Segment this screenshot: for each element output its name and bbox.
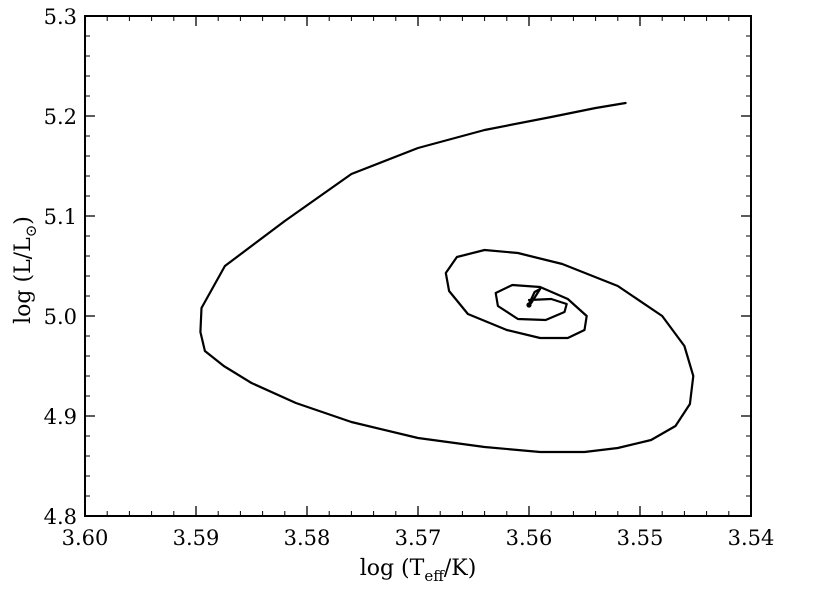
x-axis-ticks xyxy=(84,16,752,516)
x-tick-label: 3.54 xyxy=(728,526,775,550)
x-axis-label-prefix: log (T xyxy=(360,556,425,581)
y-axis-label: log (L/L⊙) xyxy=(11,216,40,324)
y-tick-label: 5.3 xyxy=(44,5,77,29)
y-axis-label-suffix: ) xyxy=(11,216,36,225)
x-axis-tick-labels: 3.60 3.59 3.58 3.57 3.56 3.55 3.54 xyxy=(62,526,775,550)
evolutionary-track-line xyxy=(199,101,695,454)
y-tick-label: 5.1 xyxy=(44,205,77,229)
y-tick-label: 4.9 xyxy=(44,405,77,429)
x-tick-label: 3.60 xyxy=(62,526,109,550)
y-axis-ticks xyxy=(85,15,751,517)
y-tick-label: 5.2 xyxy=(44,105,77,129)
x-tick-label: 3.55 xyxy=(617,526,664,550)
y-axis-label-prefix: log (L/L xyxy=(11,237,36,324)
y-tick-label: 4.8 xyxy=(44,505,77,529)
x-tick-label: 3.57 xyxy=(395,526,442,550)
y-tick-label: 5.0 xyxy=(44,305,77,329)
x-axis-label-subscript: eff xyxy=(424,567,445,585)
x-axis-label: log (Teff/K) xyxy=(360,556,477,585)
x-tick-label: 3.58 xyxy=(284,526,331,550)
x-tick-label: 3.56 xyxy=(506,526,553,550)
track-end-marker xyxy=(526,302,532,308)
y-axis-tick-labels: 4.8 4.9 5.0 5.1 5.2 5.3 xyxy=(44,5,77,529)
x-tick-label: 3.59 xyxy=(173,526,220,550)
x-axis-label-suffix: /K) xyxy=(444,556,476,581)
y-axis-label-subscript: ⊙ xyxy=(22,225,40,238)
